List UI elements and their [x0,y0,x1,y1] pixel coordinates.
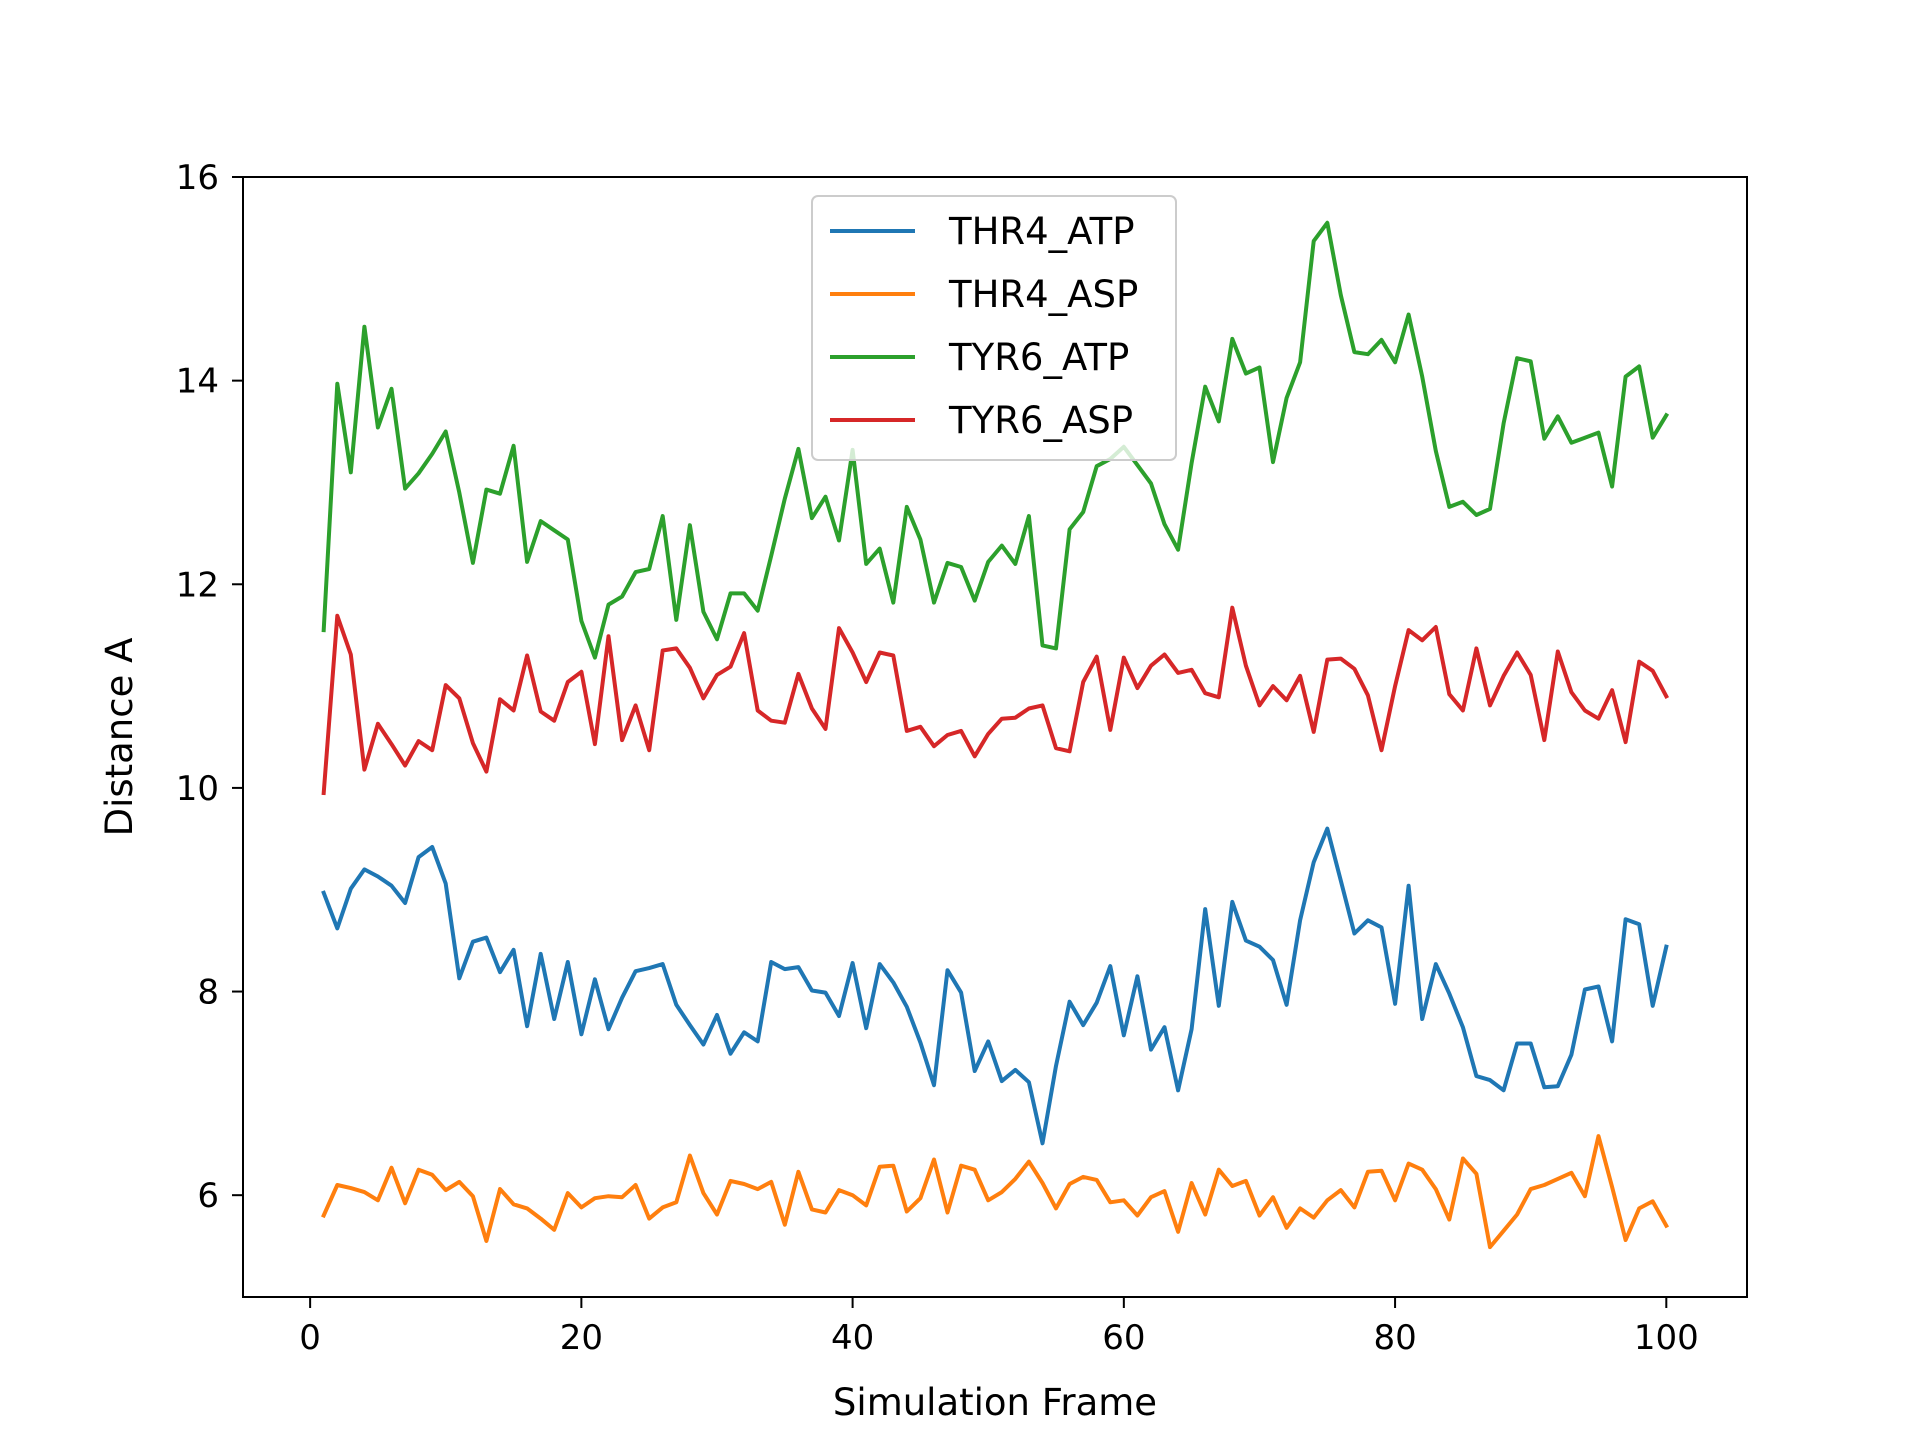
series-line-tyr6-asp [321,605,1670,796]
y-tick-label: 16 [176,158,219,198]
y-tick-label: 10 [176,769,219,809]
x-tick-label: 100 [1634,1318,1699,1358]
legend-label: TYR6_ASP [948,399,1133,442]
legend-box [811,195,1177,461]
legend: THR4_ATP THR4_ASP TYR6_ATP TYR6_ASP [811,195,1177,461]
x-tick-label: 20 [560,1318,603,1358]
y-tick-label: 6 [197,1176,219,1216]
series-line-tyr6-atp [321,220,1670,660]
x-axis: 0 20 40 60 80 100 [299,1297,1699,1358]
y-axis-title: Distance A [98,638,141,837]
y-tick-label: 8 [197,973,219,1013]
y-axis: 6 8 10 12 14 16 [176,158,243,1216]
x-axis-title: Simulation Frame [833,1381,1157,1424]
series-line-thr4-atp [321,826,1669,1146]
legend-label: THR4_ATP [948,210,1135,253]
x-tick-label: 80 [1373,1318,1416,1358]
y-tick-label: 14 [176,362,219,402]
series-line-thr4-asp [321,1134,1670,1250]
x-tick-label: 0 [299,1318,321,1358]
plot-series-group [321,220,1670,1250]
x-tick-label: 60 [1102,1318,1145,1358]
legend-label: TYR6_ATP [948,336,1129,379]
plot-area-frame [242,176,1748,1298]
legend-label: THR4_ASP [948,273,1138,316]
x-tick-label: 40 [831,1318,874,1358]
y-tick-label: 12 [176,565,219,605]
